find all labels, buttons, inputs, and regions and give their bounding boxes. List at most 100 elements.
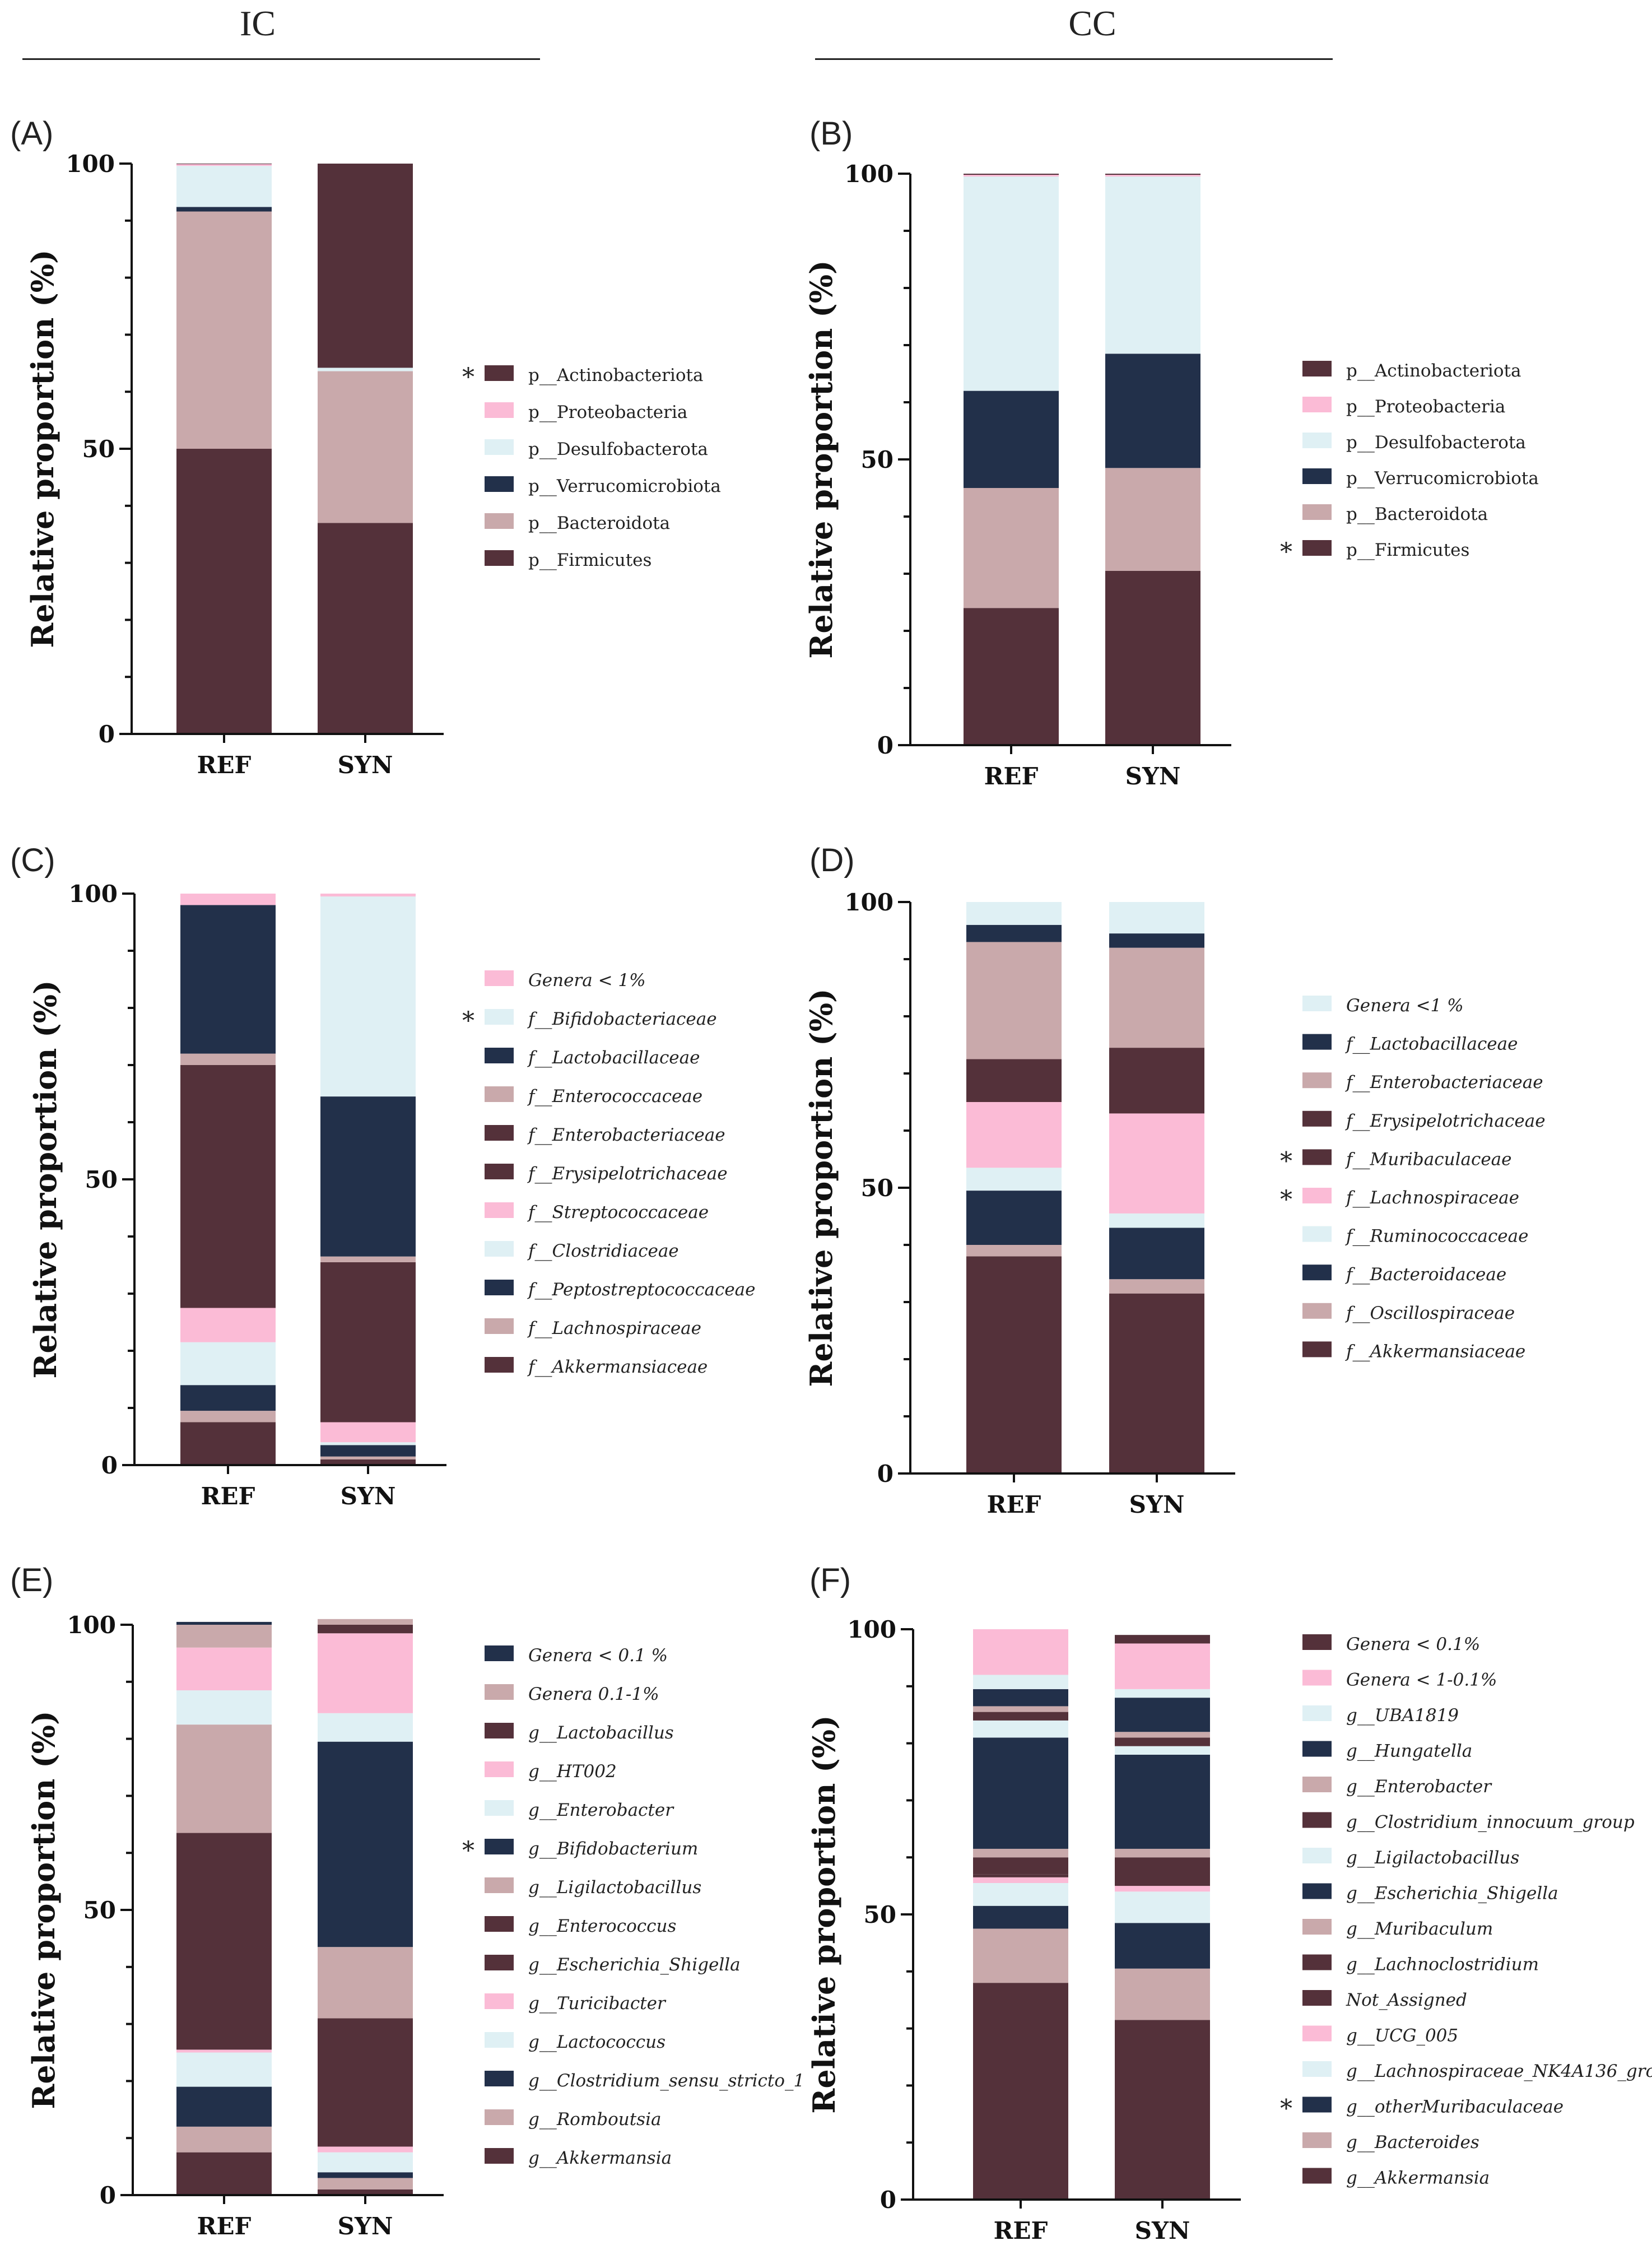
panel-b-bar-syn-seg-1 [1105, 468, 1200, 571]
panel-f-legend-swatch-9 [1302, 1848, 1332, 1863]
panel-f-legend-label-2: g__otherMuribaculaceae [1346, 2097, 1563, 2117]
panel-c-bar-ref-seg-4 [180, 1308, 276, 1342]
panel-a-legend-label-3: p__Desulfobacterota [528, 439, 708, 459]
panel-b-xtick-ref: REF [984, 763, 1039, 790]
panel-e-bar-ref-seg-3 [176, 2052, 272, 2087]
panel-c-bar-ref-seg-2 [180, 1385, 276, 1411]
panel-e-legend-label-6: g__Enterococcus [528, 1916, 676, 1936]
panel-f-bar-syn-seg-7 [1115, 1848, 1210, 1858]
panel-b-ylabel: Relative proportion (%) [803, 260, 839, 658]
panel-d-legend-label-9: Genera <1 % [1346, 996, 1464, 1016]
panel-e-legend-label-0: g__Akkermansia [528, 2148, 672, 2168]
panel-d-bar-syn-seg-7 [1109, 947, 1204, 1048]
panel-d-legend-swatch-7 [1302, 1072, 1332, 1089]
header-ic-rule [22, 58, 540, 60]
panel-c-legend-label-6: f__Enterobacteriaceae [527, 1125, 725, 1145]
panel-c-bar-syn-seg-4 [320, 1422, 416, 1443]
panel-f-bar-ref-seg-11 [973, 1706, 1068, 1712]
panel-c-ytick-50: 50 [85, 1166, 118, 1193]
panel-f-legend-swatch-1 [1302, 2132, 1332, 2148]
header-ic: IC [240, 3, 276, 43]
panel-f-legend-label-10: g__Clostridium_innocuum_group [1346, 1812, 1635, 1833]
panel-f-legend-swatch-3 [1302, 2061, 1332, 2077]
panel-d-bar-ref-seg-4 [966, 1102, 1062, 1168]
panel-b-legend-swatch-4 [1302, 397, 1332, 412]
panel-b-label: (B) [809, 115, 853, 152]
panel-f-legend-swatch-7 [1302, 1919, 1332, 1935]
panel-b-legend-label-2: p__Verrucomicrobiota [1346, 468, 1539, 489]
panel-c-legend-swatch-8 [485, 1048, 514, 1063]
panel-c-legend-label-5: f__Erysipelotrichaceae [527, 1164, 728, 1184]
panel-b-legend-label-4: p__Proteobacteria [1346, 397, 1505, 417]
panel-f-bar-syn-seg-10 [1115, 1737, 1210, 1746]
panel-d-ytick-0: 0 [877, 1460, 894, 1487]
panel-c-ylabel: Relative proportion (%) [27, 980, 63, 1378]
panel-e-bar-ref-seg-5 [176, 1833, 272, 2050]
panel-a-ytick-50: 50 [82, 435, 115, 463]
panel-f-bar-ref-seg-14 [973, 1629, 1068, 1675]
panel-e-bar-syn-seg-4 [318, 2146, 413, 2153]
panel-f-ytick-50: 50 [864, 1901, 896, 1928]
panel-e-bar-syn-seg-11 [318, 1625, 413, 1634]
panel-b-bar-syn-seg-5 [1105, 174, 1200, 175]
panel-b-legend-label-5: p__Actinobacteriota [1346, 361, 1521, 381]
panel-a-ylabel: Relative proportion (%) [25, 249, 61, 648]
panel-a-legend-swatch-2 [485, 476, 514, 492]
panel-e-bar-syn-seg-10 [318, 1633, 413, 1713]
panel-f-bar-syn-seg-5 [1115, 1883, 1210, 1886]
panel-f-legend-label-0: g__Akkermansia [1346, 2168, 1490, 2188]
panel-e-bar-ref-seg-12 [176, 1625, 272, 1648]
panel-f-legend-label-14: Genera < 1-0.1% [1346, 1670, 1497, 1690]
panel-f-legend-label-3: g__Lachnospiraceae_NK4A136_group [1346, 2061, 1652, 2081]
panel-d-legend-label-4: f__Lachnospiraceae [1345, 1188, 1519, 1208]
panel-c-legend-swatch-1 [485, 1318, 514, 1334]
panel-d-legend-swatch-4 [1302, 1188, 1332, 1203]
panel-c-bar-syn-seg-5 [320, 1262, 416, 1422]
panel-f-legend-swatch-10 [1302, 1812, 1332, 1828]
panel-f-legend-swatch-2 [1302, 2096, 1332, 2113]
panel-f-legend-swatch-12 [1302, 1741, 1332, 1757]
panel-e-bar-syn-seg-0 [318, 2189, 413, 2195]
panel-a-bar-ref-seg-1 [176, 211, 272, 449]
panel-c-legend-swatch-5 [485, 1164, 514, 1179]
panel-e-legend-swatch-3 [485, 2032, 514, 2048]
panel-c-legend-sig-9: * [462, 1007, 474, 1035]
panel-a-legend-sig-5: * [462, 363, 474, 392]
panel-c-legend-label-7: f__Enterococcaceae [527, 1086, 702, 1107]
panel-b-bar-ref-seg-0 [964, 608, 1059, 745]
panel-c-legend-swatch-0 [485, 1357, 514, 1373]
panel-a-xtick-ref: REF [197, 751, 252, 779]
panel-b-legend-swatch-5 [1302, 361, 1332, 376]
panel-f-ytick-100: 100 [847, 1616, 896, 1643]
panel-a-bar-syn-seg-5 [318, 164, 413, 368]
panel-f-bar-syn-seg-13 [1115, 1689, 1210, 1698]
panel-a-legend-label-2: p__Verrucomicrobiota [528, 476, 721, 496]
panel-b-bar-ref-seg-3 [964, 176, 1059, 391]
panel-f-bar-syn-seg-14 [1115, 1643, 1210, 1689]
panel-d-legend-swatch-2 [1302, 1265, 1332, 1281]
panel-c-bar-syn-seg-9 [320, 896, 416, 1097]
panel-b-ytick-0: 0 [877, 732, 894, 759]
panel-d-legend-label-8: f__Lactobacillaceae [1345, 1034, 1518, 1054]
panel-a-legend-swatch-5 [485, 365, 514, 381]
panel-f-xtick-syn: SYN [1135, 2217, 1190, 2244]
panel-a-legend-label-1: p__Bacteroidota [528, 513, 670, 533]
panel-d-bar-ref-seg-1 [966, 1245, 1062, 1257]
panel-f-bar-ref-seg-0 [973, 1983, 1068, 2200]
panel-f-legend-swatch-13 [1302, 1705, 1332, 1721]
panel-d-legend-sig-5: * [1280, 1147, 1292, 1175]
panel-b-bar-syn-seg-2 [1105, 354, 1200, 468]
panel-e-bar-ref-seg-4 [176, 2049, 272, 2053]
panel-f-bar-ref-seg-2 [973, 1905, 1068, 1929]
panel-c-bar-ref-seg-10 [180, 894, 276, 905]
panel-e-legend-label-2: g__Clostridium_sensu_stricto_1 [528, 2071, 804, 2091]
panel-c-legend-label-0: f__Akkermansiaceae [527, 1357, 708, 1377]
panel-f-bar-syn-seg-3 [1115, 1891, 1210, 1923]
panel-f-bar-syn-seg-6 [1115, 1857, 1210, 1884]
panel-d-legend-label-1: f__Oscillospiraceae [1345, 1303, 1515, 1323]
panel-f-legend-label-7: g__Muribaculum [1346, 1919, 1493, 1939]
panel-b-bar-ref-seg-5 [964, 174, 1059, 175]
panel-c-bar-syn-seg-3 [320, 1442, 416, 1445]
panel-e-bar-ref-seg-1 [176, 2126, 272, 2153]
